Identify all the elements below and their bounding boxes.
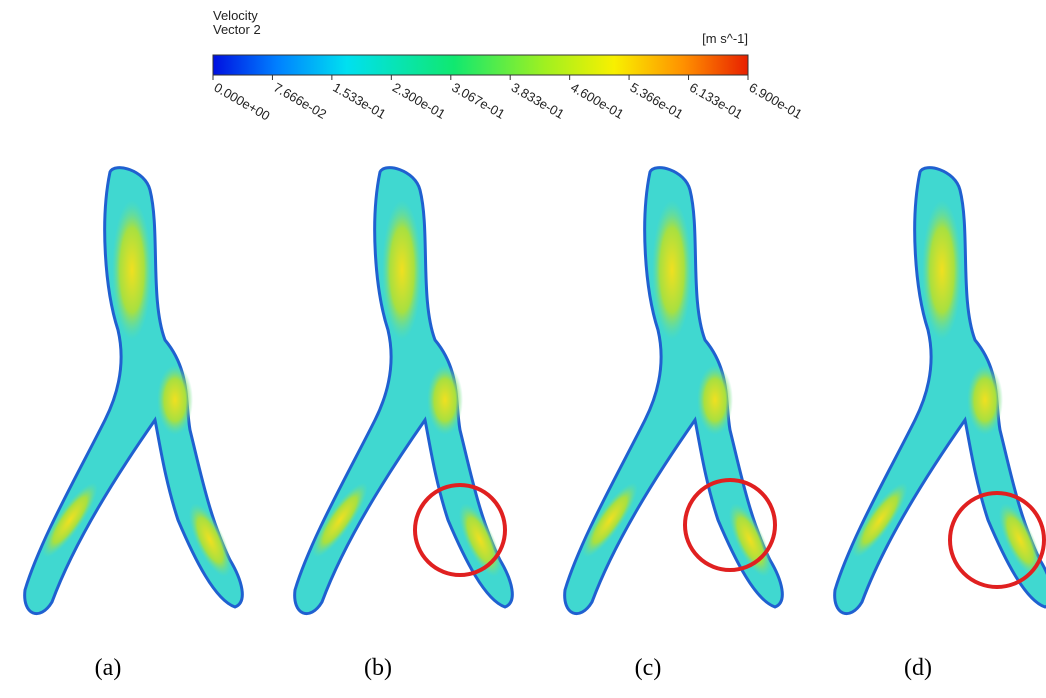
- panel-d: [835, 168, 1046, 614]
- colorbar-unit: [m s^-1]: [702, 31, 748, 46]
- figure: Velocity Vector 2 [m s^-1] 0.000e+007.66…: [0, 0, 1046, 698]
- panel-label: (a): [95, 655, 122, 681]
- panel-b: [295, 168, 513, 614]
- tick-label: 3.833e-01: [509, 80, 567, 122]
- colorbar-title: Velocity: [213, 8, 258, 23]
- colorbar-title: Vector 2: [213, 22, 261, 37]
- tick-label: 5.366e-01: [628, 80, 686, 122]
- panel-label: (c): [635, 655, 662, 681]
- panel-label: (b): [364, 655, 392, 681]
- panel-c: [565, 168, 783, 614]
- tick-label: 1.533e-01: [330, 80, 388, 122]
- tick-label: 7.666e-02: [271, 80, 329, 122]
- tick-label: 2.300e-01: [390, 80, 448, 122]
- panel-a: [25, 168, 243, 614]
- tick-label: 3.067e-01: [449, 80, 507, 122]
- tick-label: 0.000e+00: [212, 80, 273, 124]
- tick-label: 6.133e-01: [687, 80, 745, 122]
- colorbar-bar: [213, 55, 748, 75]
- tick-label: 4.600e-01: [568, 80, 626, 122]
- panel-label: (d): [904, 655, 932, 681]
- tick-label: 6.900e-01: [747, 80, 805, 122]
- colorbar: Velocity Vector 2 [m s^-1] 0.000e+007.66…: [212, 8, 805, 124]
